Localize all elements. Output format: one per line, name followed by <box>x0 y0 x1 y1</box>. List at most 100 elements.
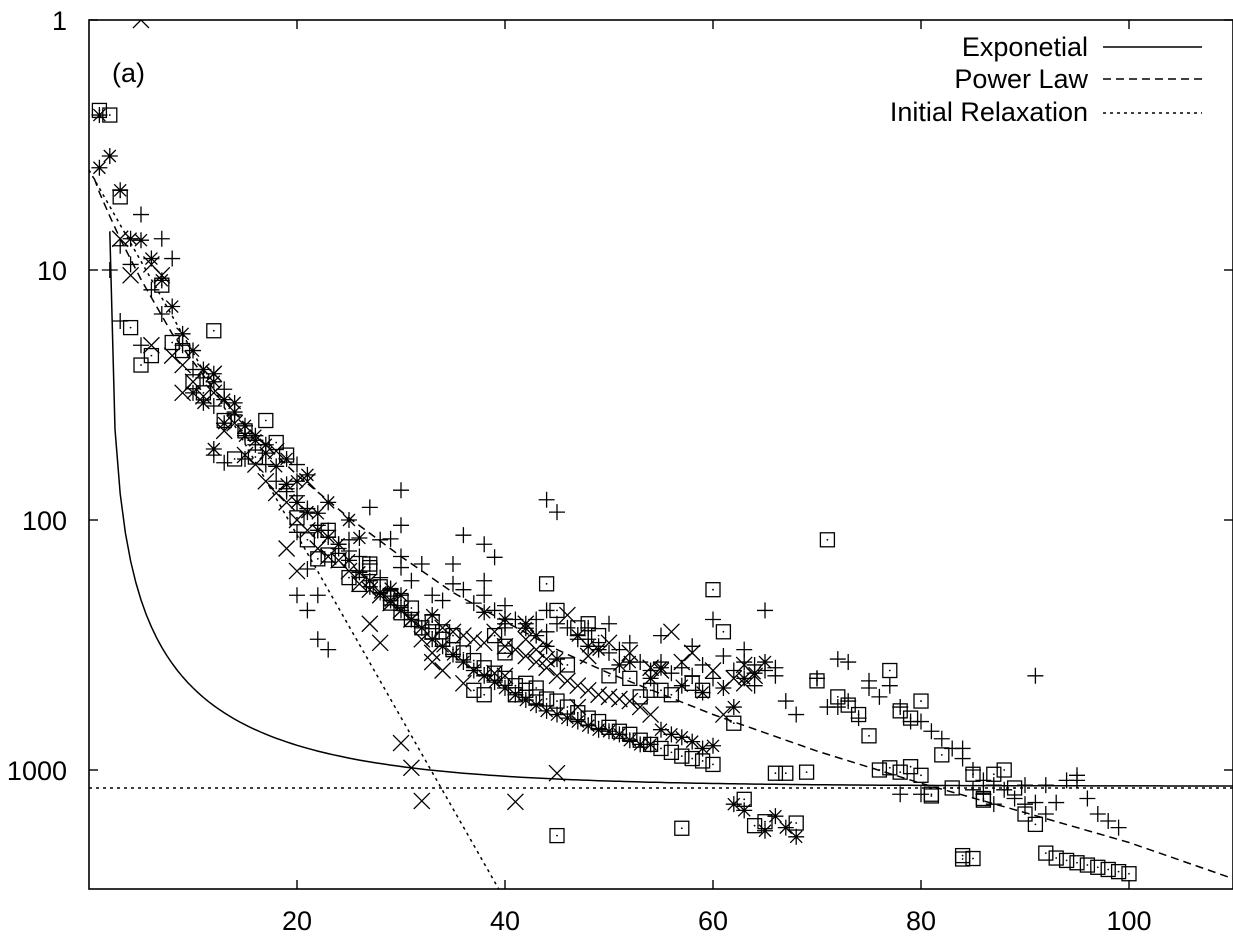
point-plus <box>621 634 638 651</box>
point-cross <box>434 662 452 679</box>
point-square-dot <box>226 451 243 467</box>
point-asterisk <box>590 721 607 738</box>
point-plus <box>892 786 909 803</box>
point-square-dot <box>580 616 596 632</box>
point-cross <box>267 442 285 460</box>
point-asterisk <box>580 638 597 655</box>
point-plus <box>881 677 898 694</box>
point-plus <box>320 641 337 658</box>
point-asterisk <box>642 670 659 687</box>
point-plus <box>538 491 555 508</box>
point-plus <box>757 602 773 619</box>
point-cross <box>506 793 524 811</box>
point-cross <box>673 653 691 671</box>
point-square-dot <box>954 851 971 867</box>
point-asterisk <box>725 796 742 813</box>
point-asterisk <box>549 706 565 723</box>
x-tick-label: 100 <box>1106 906 1151 936</box>
point-plus <box>653 627 669 644</box>
point-square-dot <box>674 748 690 764</box>
point-square-dot <box>237 423 253 439</box>
point-cross <box>392 734 410 752</box>
point-asterisk <box>611 656 628 673</box>
point-asterisk <box>205 373 222 390</box>
point-asterisk <box>497 611 513 628</box>
point-plus <box>289 587 305 604</box>
point-square-dot <box>164 334 180 351</box>
point-square-dot <box>258 412 274 429</box>
point-plus <box>1100 813 1117 830</box>
point-plus <box>829 699 846 716</box>
point-plus <box>559 619 576 636</box>
point-square-dot <box>133 357 149 373</box>
point-asterisk <box>393 602 409 619</box>
fit-curves <box>89 169 1233 889</box>
point-asterisk <box>299 466 316 483</box>
point-cross <box>361 581 379 599</box>
point-asterisk <box>101 148 118 165</box>
point-asterisk <box>268 458 285 475</box>
point-asterisk <box>174 325 191 342</box>
point-square-dot <box>944 780 960 796</box>
point-square-dot <box>923 788 940 804</box>
point-plus <box>1058 772 1075 789</box>
panel-label: (a) <box>112 58 145 88</box>
point-asterisk <box>361 572 378 589</box>
point-square-dot <box>320 522 336 538</box>
point-cross <box>600 688 618 706</box>
point-plus <box>143 281 160 298</box>
point-plus <box>309 631 326 648</box>
point-asterisk <box>257 445 274 462</box>
point-asterisk <box>91 107 108 124</box>
point-asterisk <box>569 713 586 730</box>
point-square-dot <box>611 723 628 739</box>
legend-label-exponential: Exponetial <box>962 32 1088 62</box>
point-plus <box>205 398 222 415</box>
point-square-dot <box>850 706 867 723</box>
point-plus <box>434 592 451 609</box>
point-cross <box>371 634 389 652</box>
point-square-dot <box>601 668 617 684</box>
point-square-dot <box>559 657 576 673</box>
point-plus <box>705 670 721 687</box>
point-cross <box>642 706 660 723</box>
point-cross <box>590 686 608 704</box>
point-cross <box>142 336 160 354</box>
point-square-dot <box>694 682 711 698</box>
point-square-dot <box>819 532 836 548</box>
point-asterisk <box>767 808 784 825</box>
point-plus <box>393 559 409 576</box>
point-square-dot <box>268 434 284 451</box>
point-asterisk <box>455 654 472 671</box>
point-asterisk <box>777 819 794 836</box>
point-square-dot <box>684 750 700 767</box>
point-plus <box>1017 796 1033 813</box>
point-square-dot <box>601 719 617 735</box>
point-square-dot <box>507 678 524 694</box>
point-cross <box>132 20 150 29</box>
x-tick-label: 40 <box>490 906 520 936</box>
point-asterisk <box>705 737 721 754</box>
point-asterisk <box>621 732 638 749</box>
point-square-dot <box>206 323 222 339</box>
point-square-dot <box>216 412 232 429</box>
point-plus <box>382 530 399 547</box>
point-square-dot <box>570 620 586 636</box>
point-square-dot <box>674 820 690 836</box>
point-square-dot <box>1090 859 1106 875</box>
point-square-dot <box>663 687 680 703</box>
point-square-dot <box>486 627 503 644</box>
point-asterisk <box>465 662 482 679</box>
point-cross <box>444 623 462 641</box>
point-asterisk <box>663 726 680 743</box>
point-plus <box>476 587 493 604</box>
point-plus <box>788 706 805 723</box>
point-cross <box>558 672 576 690</box>
point-square-dot <box>154 277 170 293</box>
x-tick-label: 20 <box>282 906 312 936</box>
point-square-dot <box>840 697 856 713</box>
point-cross <box>600 634 618 652</box>
point-square-dot <box>549 827 565 844</box>
point-square-dot <box>476 687 492 703</box>
point-square-dot <box>830 689 846 705</box>
